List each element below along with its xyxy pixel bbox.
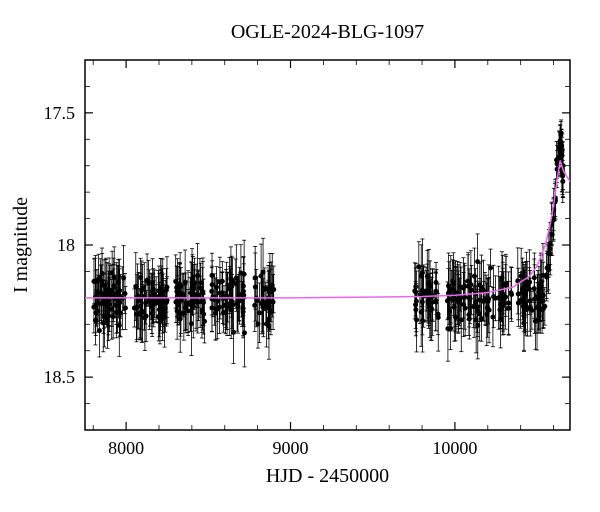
x-tick-label: 9000 bbox=[273, 438, 309, 458]
y-axis-label: I magnitude bbox=[10, 197, 32, 293]
chart-svg: OGLE-2024-BLG-1097 8000 9000 10000 17.5 18 18.… bbox=[0, 0, 600, 512]
lightcurve-chart: OGLE-2024-BLG-1097 8000 9000 10000 17.5 18 18.… bbox=[0, 0, 600, 512]
x-axis-label: HJD - 2450000 bbox=[266, 465, 389, 487]
y-tick-label: 17.5 bbox=[44, 103, 76, 123]
y-tick-label: 18.5 bbox=[44, 367, 76, 387]
x-tick-label: 10000 bbox=[432, 438, 477, 458]
chart-title: OGLE-2024-BLG-1097 bbox=[231, 21, 424, 43]
x-tick-label: 8000 bbox=[108, 438, 144, 458]
y-tick-label: 18 bbox=[57, 235, 75, 255]
